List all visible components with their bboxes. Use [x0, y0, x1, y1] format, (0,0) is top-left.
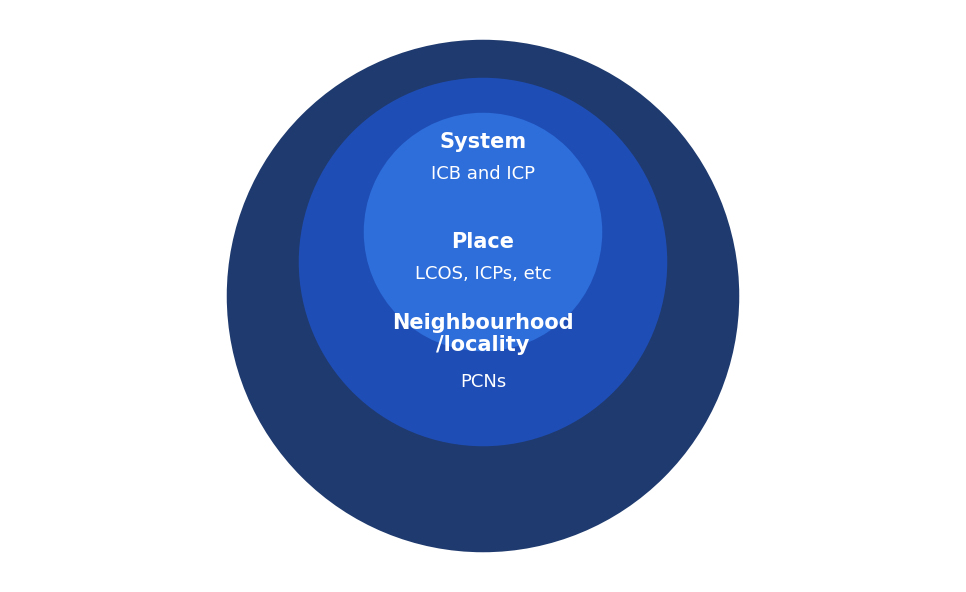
Circle shape — [300, 79, 666, 445]
Text: LCOS, ICPs, etc: LCOS, ICPs, etc — [414, 265, 552, 283]
Text: ICB and ICP: ICB and ICP — [431, 165, 535, 183]
Text: Place: Place — [451, 232, 515, 252]
Text: System: System — [440, 132, 526, 152]
Text: Neighbourhood
/locality: Neighbourhood /locality — [392, 313, 574, 355]
Circle shape — [365, 114, 601, 350]
Text: PCNs: PCNs — [460, 373, 506, 391]
Circle shape — [228, 41, 738, 551]
